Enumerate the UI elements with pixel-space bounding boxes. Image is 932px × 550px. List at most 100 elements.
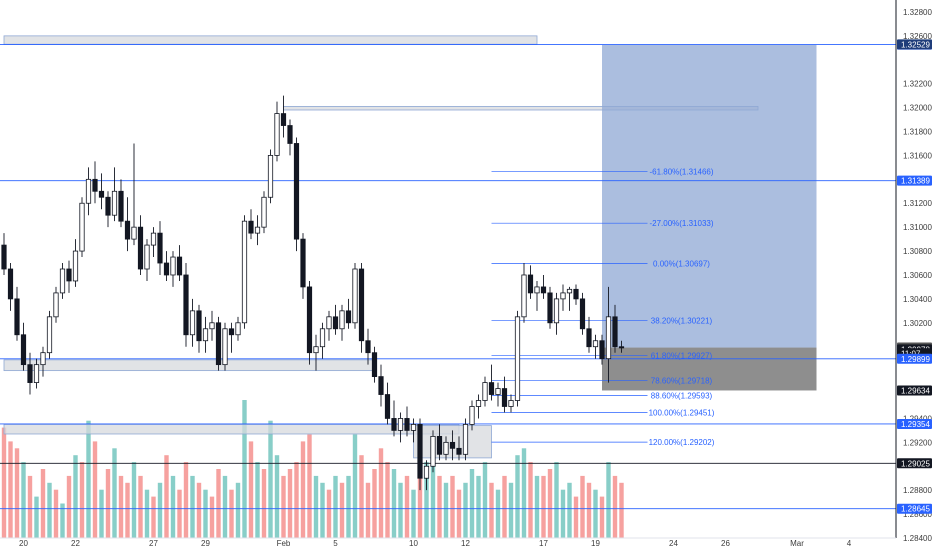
fib-level-label: 120.00%(1.29202) — [649, 438, 715, 447]
volume-bar — [404, 475, 410, 538]
volume-bar — [170, 475, 176, 538]
volume-bar — [118, 475, 124, 538]
candle-body — [241, 220, 248, 324]
volume-bar — [580, 475, 585, 538]
volume-bar — [248, 441, 254, 538]
price-tag-label: 1.29634 — [901, 386, 930, 395]
y-tick-label: 1.31800 — [903, 128, 932, 137]
candle-body — [274, 113, 280, 156]
volume-bar — [235, 482, 241, 538]
candle-body — [293, 143, 300, 240]
volume-bar — [164, 455, 169, 538]
candle-body — [605, 316, 612, 360]
volume-bar — [66, 475, 72, 538]
x-tick-label: Feb — [277, 539, 291, 548]
candle-body — [228, 328, 235, 336]
position-target-zone — [602, 44, 817, 348]
candle-body — [254, 226, 261, 234]
price-tag-label: 1.29354 — [901, 420, 930, 429]
volume-bar — [599, 496, 605, 538]
y-tick-label: 1.28800 — [903, 486, 932, 495]
volume-bar — [203, 489, 208, 538]
candle-body — [599, 340, 605, 360]
candle-body — [92, 178, 98, 192]
y-tick-label: 1.31000 — [903, 223, 932, 232]
volume-bar — [528, 462, 533, 538]
candle-body — [14, 298, 20, 336]
volume-bar — [125, 482, 130, 538]
candle-body — [170, 256, 176, 276]
price-tag — [897, 39, 932, 50]
fib-level-label: 78.60%(1.29718) — [651, 376, 713, 385]
volume-layer — [1, 400, 624, 538]
candle-body — [514, 316, 521, 401]
candle-body — [300, 238, 306, 288]
candle-body — [98, 190, 105, 198]
x-tick-label: 22 — [71, 539, 80, 548]
zone-box — [3, 35, 538, 45]
candle-body — [306, 286, 313, 354]
candle-body — [384, 394, 391, 419]
candle-body — [358, 268, 365, 342]
volume-bar — [476, 475, 481, 538]
x-tick-label: 29 — [201, 539, 210, 548]
volume-bar — [437, 475, 442, 538]
fib-level-label: -27.00%(1.31033) — [649, 219, 713, 228]
volume-bar — [131, 462, 137, 538]
candle-body — [59, 268, 66, 294]
volume-bar — [430, 441, 436, 538]
candle-body — [280, 113, 287, 126]
volume-bar — [73, 455, 78, 538]
candle-body — [332, 316, 339, 330]
candle-body — [378, 376, 384, 395]
price-tag — [897, 385, 932, 396]
volume-bar — [469, 469, 475, 538]
candle-body — [404, 418, 410, 431]
volume-bar — [612, 475, 618, 538]
candle-body — [365, 340, 371, 354]
volume-bar — [339, 482, 345, 538]
candle-body — [592, 340, 599, 348]
volume-bar — [151, 496, 156, 538]
price-tag-label: 1.31389 — [901, 177, 930, 186]
fib-layer: -61.80%(1.31466) -27.00%(1.31033) 0.00%(1.… — [491, 167, 715, 447]
candle-body — [40, 352, 46, 366]
candle-body — [261, 196, 267, 228]
candle-body — [586, 328, 592, 348]
x-tick-label: 20 — [19, 539, 28, 548]
candle-body — [215, 322, 222, 366]
x-tick-label: Mar — [790, 539, 804, 548]
volume-bar — [606, 462, 611, 538]
y-tick-label: 1.32200 — [903, 80, 932, 89]
y-tick-label: 1.32600 — [903, 32, 932, 41]
volume-bar — [60, 503, 65, 538]
price-tag — [897, 353, 932, 364]
candle-body — [501, 388, 508, 407]
volume-bar — [242, 400, 247, 538]
volume-bar — [92, 441, 98, 538]
volume-bar — [495, 489, 501, 538]
volume-bar — [307, 434, 312, 538]
volume-bar — [138, 475, 143, 538]
volume-bar — [378, 448, 384, 538]
y-tick-label: 1.30400 — [903, 295, 932, 304]
candle-body — [248, 220, 254, 234]
price-tag — [897, 503, 932, 514]
candle-body — [521, 274, 527, 318]
volume-bar — [183, 462, 189, 538]
zone-box — [3, 424, 460, 435]
candle-body — [547, 292, 553, 324]
volume-bar — [521, 448, 527, 538]
volume-bar — [593, 489, 598, 538]
volume-bar — [190, 475, 195, 538]
price-tag — [897, 458, 932, 469]
candle-body — [235, 322, 241, 336]
volume-bar — [281, 475, 286, 538]
volume-bar — [417, 448, 423, 538]
x-tick-label: 17 — [539, 539, 548, 548]
candle-body — [410, 424, 417, 431]
y-tick-label: 1.28400 — [903, 534, 932, 543]
candle-body — [534, 286, 540, 294]
candle-body — [111, 190, 118, 216]
